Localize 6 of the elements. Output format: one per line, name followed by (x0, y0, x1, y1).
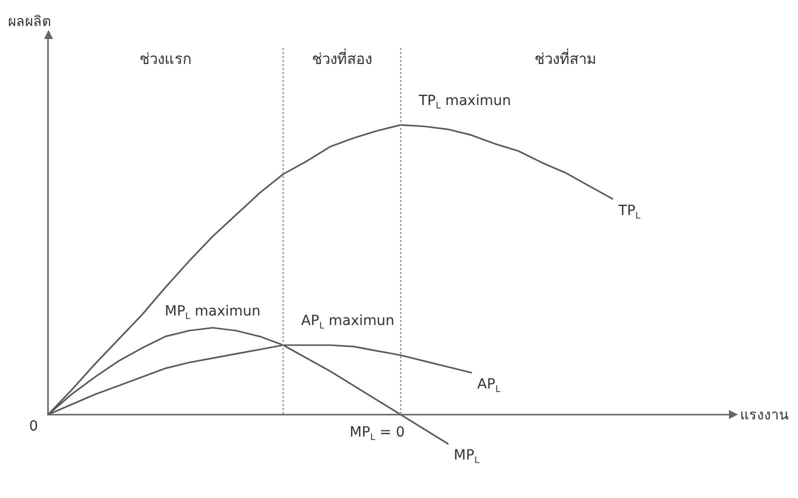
text: ช่วงแรก (140, 50, 192, 68)
text: ช่วงที่สอง (312, 48, 372, 68)
text: ช่วงที่สาม (534, 48, 596, 68)
x-axis-title: แรงงาน (740, 408, 789, 424)
text: ผลผลิต (8, 14, 51, 30)
text: 0 (29, 418, 38, 435)
